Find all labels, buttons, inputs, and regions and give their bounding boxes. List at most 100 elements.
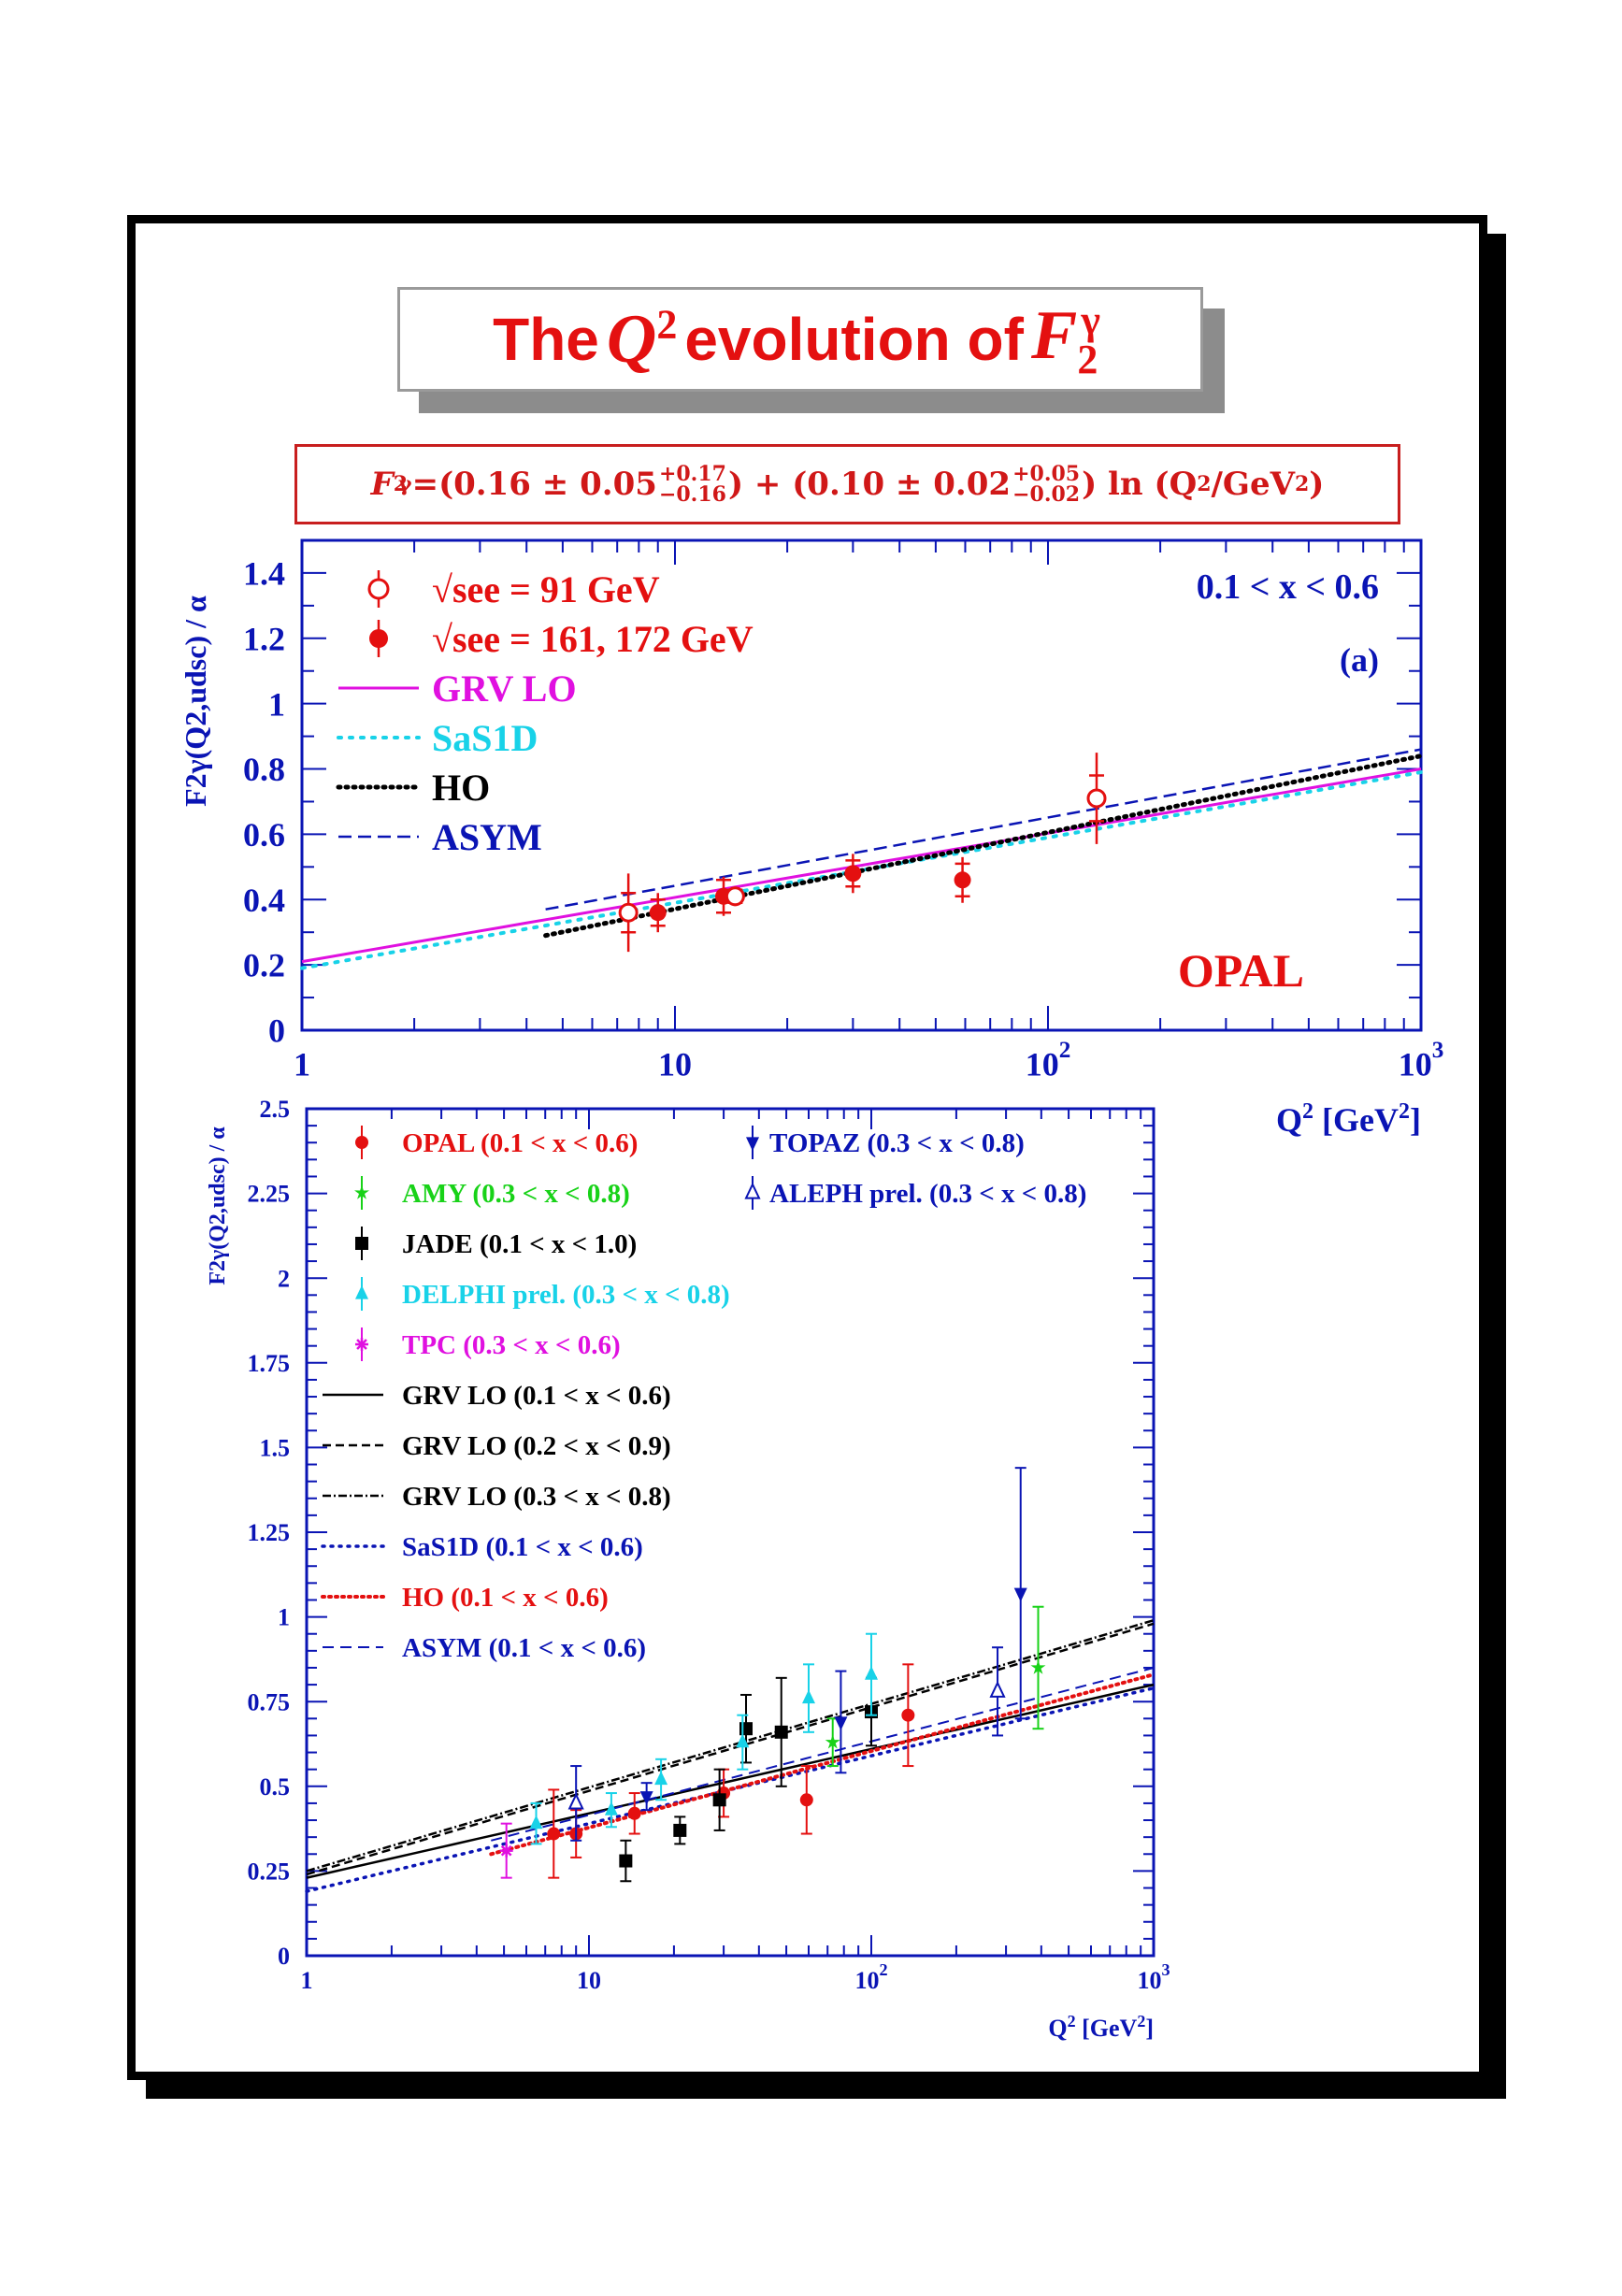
chart-a-data-point: [725, 886, 745, 907]
chart-b-y-tick-label: 0: [278, 1943, 290, 1970]
chart-a-panel-label: (a): [1340, 641, 1379, 679]
chart-b-data-point: [901, 1708, 915, 1722]
chart-b-data-point: [712, 1793, 726, 1807]
chart-b-data-point: [654, 1771, 668, 1786]
chart-a-legend-label: ASYM: [432, 816, 542, 858]
chart-a-legend-label: GRV LO: [432, 667, 577, 710]
chart-b-legend-marker: [746, 1137, 759, 1152]
chart-b-data-point: [774, 1725, 788, 1739]
chart-b-legend-label: ASYM (0.1 < x < 0.6): [402, 1633, 646, 1663]
chart-a-data-point: [649, 904, 667, 922]
chart-b-legend-label: GRV LO (0.3 < x < 0.8): [402, 1482, 671, 1512]
chart-b-data-point: [989, 1680, 1006, 1698]
title-pre: The: [493, 306, 599, 373]
chart-b-y-tick-label: 0.25: [248, 1858, 291, 1886]
chart-a-y-axis-label: F2γ(Q2,udsc) / α: [179, 596, 212, 807]
chart-b-y-tick-label: 0.75: [248, 1688, 291, 1715]
chart-a-data-point: [1086, 788, 1107, 809]
title-f: F2γ: [1030, 296, 1100, 382]
chart-b-legend-label: TPC (0.3 < x < 0.6): [402, 1330, 621, 1360]
chart-b-legend-label: OPAL (0.1 < x < 0.6): [402, 1128, 638, 1158]
chart-b-x-axis-label: Q2 [GeV2]: [1048, 2012, 1154, 2042]
chart-b-x-tick-label: 1: [301, 1967, 313, 1994]
chart-a-data-point: [844, 865, 862, 883]
chart-b-curve-grv-lo-0-1-x-0-6-: [306, 1683, 1155, 1879]
chart-a-curve-ho: [543, 753, 1424, 939]
chart-a-x-tick-label: 102: [1026, 1038, 1071, 1083]
chart-a-curve-grv-lo: [301, 768, 1422, 964]
chart-b-data-point: [627, 1806, 641, 1820]
chart-b-data-point: [567, 1792, 584, 1810]
chart-a-experiment-label: OPAL: [1178, 944, 1304, 997]
chart-b-curve-asym-0-1-x-0-6-: [491, 1667, 1155, 1842]
chart-a-x-axis-label: Q2 [GeV2]: [1276, 1099, 1421, 1139]
chart-b-legend-label: GRV LO (0.2 < x < 0.9): [402, 1431, 671, 1461]
chart-b-data-point: [639, 1791, 653, 1805]
chart-b-data-point: [619, 1854, 633, 1868]
chart-a-y-tick-label: 0.2: [243, 947, 285, 984]
chart-b-x-tick-label: 103: [1137, 1960, 1170, 1994]
chart-b-y-tick-label: 1.5: [260, 1435, 291, 1462]
title-mid: evolution of: [684, 306, 1024, 373]
chart-b-legend-label: SaS1D (0.1 < x < 0.6): [402, 1532, 643, 1562]
chart-b-curve-sas1d-0-1-x-0-6-: [305, 1686, 1155, 1893]
chart-b-legend-label: GRV LO (0.1 < x < 0.6): [402, 1381, 671, 1411]
chart-b-data-point: [500, 1844, 512, 1857]
chart-b-y-tick-label: 1: [278, 1604, 290, 1631]
chart-b-legend-marker: [354, 1184, 369, 1199]
chart-b-y-tick-label: 2.25: [248, 1181, 291, 1208]
chart-a-y-tick-label: 0: [268, 1012, 285, 1050]
chart-a-legend-marker: [369, 629, 388, 648]
chart-a-y-tick-label: 1: [268, 685, 285, 723]
title-q: Q2: [606, 300, 678, 378]
chart-b-data-point: [736, 1733, 750, 1748]
chart-b-data-point: [547, 1827, 561, 1841]
chart-a-legend-label: √see = 161, 172 GeV: [432, 618, 754, 660]
chart-a-curve-sas1d: [300, 770, 1423, 970]
chart-b-data-point: [529, 1815, 543, 1830]
chart-a-y-tick-label: 1.2: [243, 620, 285, 657]
chart-b-x-tick-label: 10: [577, 1967, 601, 1994]
chart-b-legend-label: DELPHI prel. (0.3 < x < 0.8): [402, 1280, 730, 1310]
chart-b-legend-marker: [355, 1237, 368, 1250]
chart-b-y-tick-label: 0.5: [260, 1773, 291, 1801]
chart-a-plot-frame: [300, 538, 1423, 1032]
chart-b-legend-label: AMY (0.3 < x < 0.8): [402, 1179, 630, 1209]
chart-b-legend-marker: [355, 1284, 368, 1299]
chart-b-curve-ho-0-1-x-0-6-: [489, 1672, 1155, 1857]
chart-b-legend-label: HO (0.1 < x < 0.6): [402, 1583, 609, 1613]
chart-a-y-tick-label: 0.8: [243, 751, 285, 788]
chart-b-legend-label: JADE (0.1 < x < 1.0): [402, 1229, 637, 1259]
chart-b-y-tick-label: 2.5: [260, 1096, 291, 1123]
chart-a-legend-label: √see = 91 GeV: [432, 568, 660, 610]
chart-b-legend-label: ALEPH prel. (0.3 < x < 0.8): [769, 1179, 1086, 1209]
chart-a-data-point: [618, 902, 639, 923]
chart-b-data-point: [799, 1793, 813, 1807]
chart-b-x-tick-label: 102: [854, 1960, 887, 1994]
chart-b-data-point: [825, 1734, 840, 1749]
chart-a-y-tick-label: 1.4: [243, 555, 285, 593]
chart-b-legend-label: TOPAZ (0.3 < x < 0.8): [769, 1128, 1025, 1158]
chart-b-data-point: [1013, 1587, 1027, 1602]
chart-a-x-tick-label: 1: [294, 1046, 310, 1083]
chart-a-curve-asym: [545, 748, 1422, 911]
chart-b-legend-marker: [744, 1182, 761, 1199]
chart-b-data-point: [834, 1716, 848, 1731]
chart-b-curve-grv-lo-0-3-x-0-8-: [306, 1619, 1155, 1873]
chart-a-legend-label: HO: [432, 767, 490, 809]
chart-b-legend-marker: [356, 1339, 367, 1350]
chart-a-y-tick-label: 0.6: [243, 816, 285, 854]
chart-b-legend-marker: [355, 1136, 368, 1149]
chart-a-x-tick-label: 103: [1399, 1038, 1444, 1083]
chart-b-y-axis-label: F2γ(Q2,udsc) / α: [206, 1126, 230, 1285]
page-title: The Q2 evolution of F2γ: [397, 287, 1203, 392]
chart-b-y-tick-label: 2: [278, 1265, 290, 1292]
chart-a-xrange-annotation: 0.1 < x < 0.6: [1197, 567, 1379, 607]
chart-a-x-tick-label: 10: [658, 1046, 692, 1083]
chart-a-y-tick-label: 0.4: [243, 882, 285, 919]
chart-b-data-point: [673, 1823, 687, 1837]
chart-b-y-tick-label: 1.25: [248, 1519, 291, 1546]
chart-a-legend-marker: [367, 578, 390, 600]
